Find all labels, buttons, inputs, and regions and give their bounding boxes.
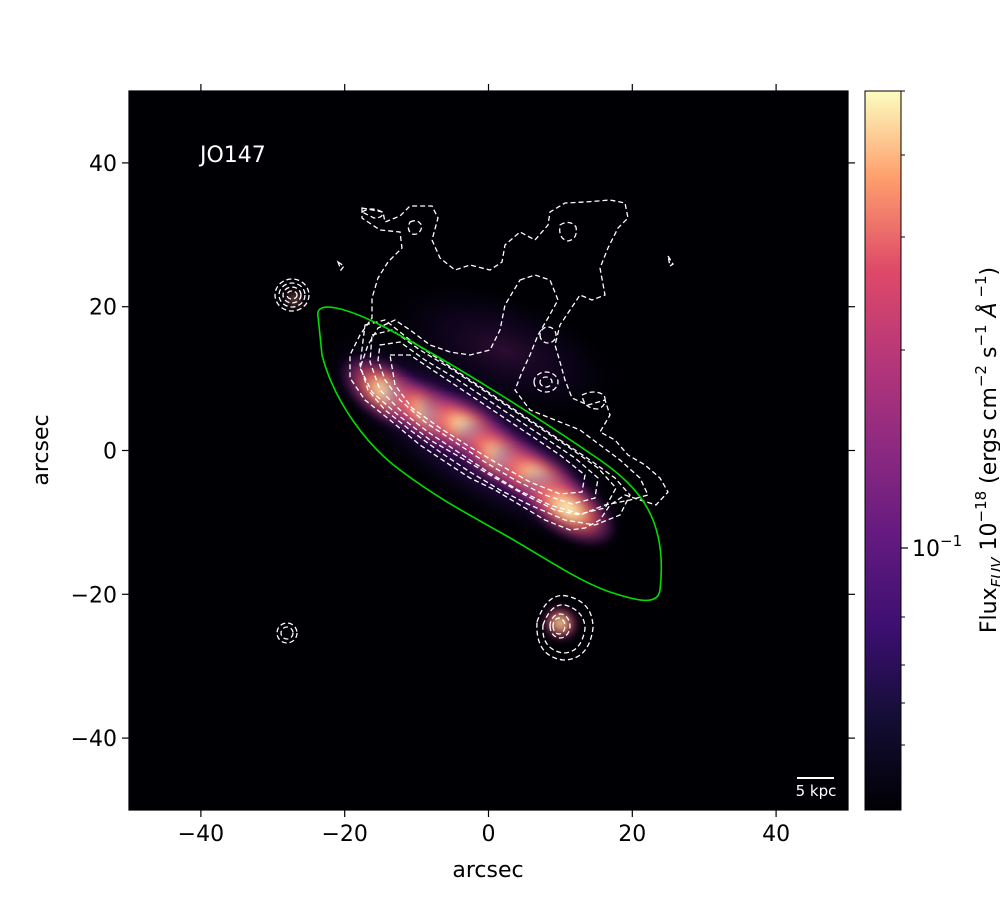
contour-lines — [274, 199, 674, 661]
x-tick-label: 20 — [618, 822, 646, 847]
contour-disk-4 — [389, 354, 586, 495]
emission-knot — [516, 467, 619, 549]
contour-source-b-2 — [280, 626, 294, 640]
x-tick-label: −20 — [321, 822, 367, 847]
scale-bar: 5 kpc — [796, 777, 837, 800]
tail-glow — [388, 283, 618, 416]
contour-tail-mid — [359, 274, 649, 516]
contour-small-2 — [559, 221, 577, 242]
y-tick-label: 40 — [89, 152, 117, 177]
object-label: JO147 — [198, 143, 266, 168]
contour-small-8 — [667, 255, 674, 268]
contour-companion-2 — [542, 604, 586, 654]
contour-companion-3 — [549, 613, 571, 639]
x-tick-label: 0 — [482, 822, 496, 847]
colorbar-minor-ticks — [901, 90, 905, 746]
contour-small-4 — [533, 371, 559, 393]
y-tick-label: 0 — [103, 440, 117, 465]
scale-bar-label: 5 kpc — [796, 782, 837, 800]
contour-small-1 — [407, 220, 423, 235]
contour-disk-3 — [377, 341, 599, 505]
y-tick-label: 20 — [89, 296, 117, 321]
x-axis: −40 −20 0 20 40 — [178, 84, 790, 847]
x-tick-label: 40 — [762, 822, 790, 847]
contour-companion-4 — [552, 617, 566, 635]
contour-source-a-4 — [286, 290, 298, 300]
colorbar-label: FluxFUV 10−18 (ergs cm−2 s−1 Å −1) — [972, 267, 1000, 633]
contour-small-6 — [581, 391, 606, 410]
contour-disk-1 — [359, 319, 631, 526]
contour-small-3 — [539, 326, 557, 344]
y-tick-label: −40 — [71, 727, 117, 752]
contour-source-b-1 — [276, 622, 298, 644]
x-axis-title: arcsec — [452, 858, 523, 883]
contour-source-a-3 — [282, 286, 302, 304]
contour-companion-1 — [536, 594, 594, 661]
contour-source-a-1 — [274, 278, 310, 312]
emission-knot — [540, 604, 580, 642]
contour-tail-outer — [349, 199, 669, 531]
y-tick-label: −20 — [71, 583, 117, 608]
contour-small-9 — [336, 260, 345, 272]
disk-ellipse — [317, 306, 663, 602]
colorbar-tick-label: 10−1 — [912, 532, 962, 562]
y-axis: −40 −20 0 20 40 — [71, 152, 855, 752]
contour-small-5 — [539, 376, 553, 388]
contour-source-a-2 — [278, 282, 306, 308]
colorbar — [864, 90, 902, 811]
y-axis-title: arcsec — [29, 414, 54, 485]
x-tick-label: −40 — [178, 822, 224, 847]
